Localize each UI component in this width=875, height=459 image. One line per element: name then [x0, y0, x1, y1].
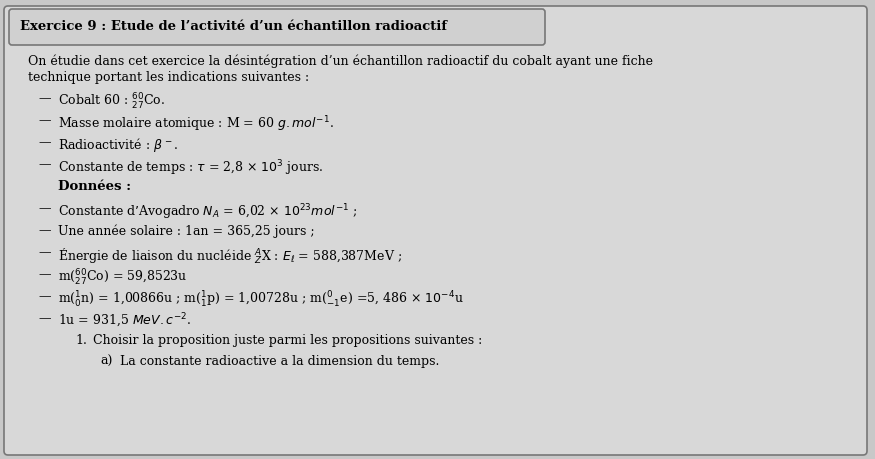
FancyBboxPatch shape [4, 6, 867, 455]
Text: Choisir la proposition juste parmi les propositions suivantes :: Choisir la proposition juste parmi les p… [93, 334, 482, 347]
Text: On étudie dans cet exercice la désintégration d’un échantillon radioactif du cob: On étudie dans cet exercice la désintégr… [28, 54, 653, 67]
Text: Masse molaire atomique : M = 60 $g.mol^{-1}$.: Masse molaire atomique : M = 60 $g.mol^{… [58, 114, 334, 134]
Text: m($^1_0$n) = 1,00866u ; m($^1_1$p) = 1,00728u ; m($^{0}_{-1}$e) =5, 486 × $10^{-: m($^1_0$n) = 1,00866u ; m($^1_1$p) = 1,0… [58, 290, 464, 310]
Text: —: — [38, 136, 51, 149]
Text: 1.: 1. [75, 334, 87, 347]
Text: Données :: Données : [58, 180, 131, 193]
Text: Constante de temps : $\tau$ = 2,8 × $10^3$ jours.: Constante de temps : $\tau$ = 2,8 × $10^… [58, 158, 324, 178]
Text: —: — [38, 202, 51, 215]
FancyBboxPatch shape [9, 9, 545, 45]
Text: Constante d’Avogadro $N_A$ = 6,02 × $10^{23}mol^{-1}$ ;: Constante d’Avogadro $N_A$ = 6,02 × $10^… [58, 202, 357, 222]
Text: —: — [38, 246, 51, 259]
Text: technique portant les indications suivantes :: technique portant les indications suivan… [28, 71, 309, 84]
Text: —: — [38, 224, 51, 237]
Text: m($^{60}_{27}$Co) = 59,8523u: m($^{60}_{27}$Co) = 59,8523u [58, 268, 187, 288]
Text: Radioactivité : $\beta^-$.: Radioactivité : $\beta^-$. [58, 136, 178, 154]
Text: —: — [38, 290, 51, 303]
Text: —: — [38, 158, 51, 171]
Text: a): a) [100, 355, 112, 368]
Text: —: — [38, 114, 51, 127]
Text: Cobalt 60 : $^{60}_{27}$Co.: Cobalt 60 : $^{60}_{27}$Co. [58, 92, 165, 112]
Text: —: — [38, 268, 51, 281]
Text: Énergie de liaison du nucléide $^A_Z$X : $E_\ell$ = 588,387MeV ;: Énergie de liaison du nucléide $^A_Z$X :… [58, 246, 402, 265]
Text: Exercice 9 : Etude de l’activité d’un échantillon radioactif: Exercice 9 : Etude de l’activité d’un éc… [20, 21, 447, 34]
Text: La constante radioactive a la dimension du temps.: La constante radioactive a la dimension … [120, 355, 439, 368]
Text: Une année solaire : 1an = 365,25 jours ;: Une année solaire : 1an = 365,25 jours ; [58, 224, 315, 237]
Text: 1u = 931,5 $MeV.c^{-2}$.: 1u = 931,5 $MeV.c^{-2}$. [58, 312, 191, 330]
Text: —: — [38, 312, 51, 325]
Text: —: — [38, 92, 51, 105]
